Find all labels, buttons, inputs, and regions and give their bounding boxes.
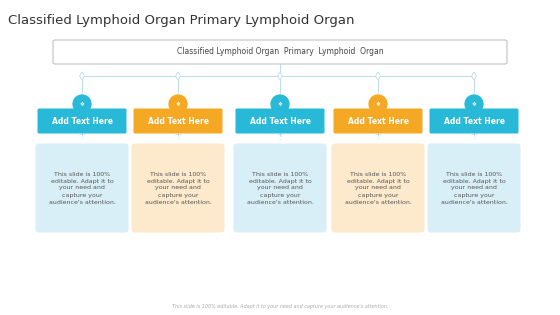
- Text: This slide is 100%
editable. Adapt it to
your need and
capture your
audience's a: This slide is 100% editable. Adapt it to…: [49, 171, 115, 204]
- Text: ♡: ♡: [78, 134, 86, 142]
- Text: ❖: ❖: [176, 101, 180, 106]
- FancyBboxPatch shape: [133, 108, 222, 134]
- FancyBboxPatch shape: [132, 144, 225, 232]
- FancyBboxPatch shape: [430, 108, 519, 134]
- Text: Classified Lymphoid Organ Primary Lymphoid Organ: Classified Lymphoid Organ Primary Lympho…: [8, 14, 354, 27]
- Text: ❖: ❖: [278, 101, 282, 106]
- Polygon shape: [80, 72, 85, 80]
- Text: This slide is 100%
editable. Adapt it to
your need and
capture your
audience's a: This slide is 100% editable. Adapt it to…: [441, 171, 507, 204]
- Text: Add Text Here: Add Text Here: [52, 117, 113, 125]
- Polygon shape: [176, 72, 180, 80]
- FancyBboxPatch shape: [53, 40, 507, 64]
- Polygon shape: [472, 72, 477, 80]
- Text: ♡: ♡: [470, 134, 478, 142]
- Circle shape: [368, 94, 388, 114]
- FancyBboxPatch shape: [234, 144, 326, 232]
- Text: Add Text Here: Add Text Here: [348, 117, 408, 125]
- Circle shape: [270, 94, 290, 114]
- FancyBboxPatch shape: [236, 108, 324, 134]
- FancyBboxPatch shape: [38, 108, 127, 134]
- Text: ❖: ❖: [80, 101, 85, 106]
- Text: This slide is 100%
editable. Adapt it to
your need and
capture your
audience's a: This slide is 100% editable. Adapt it to…: [344, 171, 412, 204]
- Circle shape: [464, 94, 484, 114]
- Text: ❖: ❖: [472, 101, 477, 106]
- Polygon shape: [376, 72, 380, 80]
- Text: ♡: ♡: [277, 134, 283, 142]
- FancyBboxPatch shape: [332, 144, 424, 232]
- Text: This slide is 100%
editable. Adapt it to
your need and
capture your
audience's a: This slide is 100% editable. Adapt it to…: [246, 171, 314, 204]
- FancyBboxPatch shape: [427, 144, 520, 232]
- Polygon shape: [278, 72, 282, 80]
- FancyBboxPatch shape: [35, 144, 128, 232]
- Text: This slide is 100%
editable. Adapt it to
your need and
capture your
audience's a: This slide is 100% editable. Adapt it to…: [144, 171, 212, 204]
- FancyBboxPatch shape: [334, 108, 422, 134]
- Text: ♡: ♡: [375, 134, 381, 142]
- Text: Add Text Here: Add Text Here: [444, 117, 505, 125]
- Text: ♡: ♡: [175, 134, 181, 142]
- Circle shape: [168, 94, 188, 114]
- Text: Add Text Here: Add Text Here: [250, 117, 310, 125]
- Circle shape: [72, 94, 92, 114]
- Text: Add Text Here: Add Text Here: [147, 117, 208, 125]
- Text: ❖: ❖: [376, 101, 380, 106]
- Text: Classified Lymphoid Organ  Primary  Lymphoid  Organ: Classified Lymphoid Organ Primary Lympho…: [177, 48, 383, 56]
- Text: This slide is 100% editable. Adapt it to your need and capture your audience's a: This slide is 100% editable. Adapt it to…: [172, 304, 388, 309]
